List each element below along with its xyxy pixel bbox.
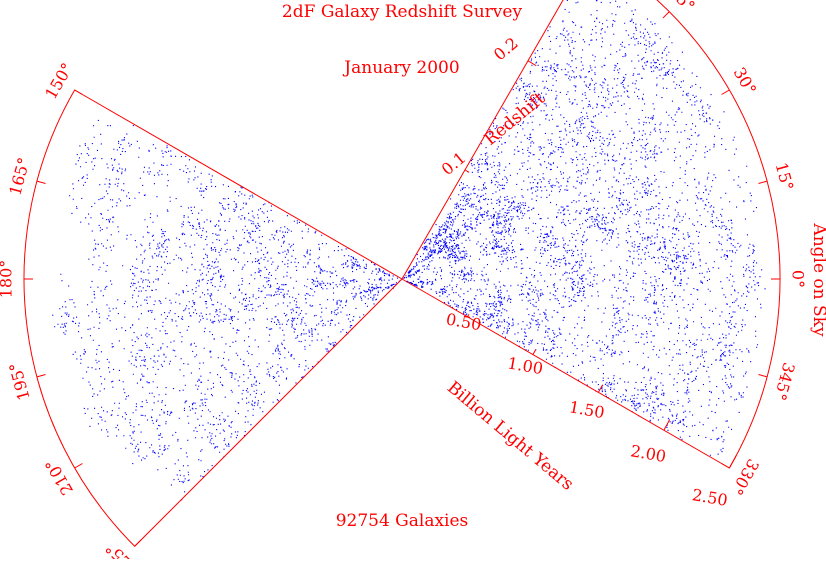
redshift-tick-0 (464, 169, 470, 173)
sgp-angle-tick-1 (36, 180, 46, 184)
sgp-wedge-outline (23, 89, 403, 547)
sgp-angle-tick-5 (134, 539, 142, 547)
ngp-angle-tick-label-4: 0° (789, 270, 808, 288)
distance-tick-label-4: 2.50 (691, 485, 729, 510)
distance-tick-label-1: 1.00 (506, 353, 544, 378)
angle-axis-label: Angle on Sky (809, 222, 826, 337)
distance-tick-label-2: 1.50 (568, 397, 606, 422)
chart-subtitle: January 2000 (342, 58, 459, 78)
distance-tick-0 (467, 314, 470, 318)
sgp-angle-tick-4 (74, 463, 83, 469)
redshift-axis-label: Redshift (481, 88, 549, 149)
distance-axis-label: Billion Light Years (443, 378, 577, 495)
distance-tick-3 (663, 419, 670, 431)
ngp-angle-tick-1 (662, 11, 670, 19)
sgp-angle-tick-label-1: 165° (5, 155, 33, 197)
ngp-angle-tick-label-3: 15° (772, 160, 798, 192)
wedge-axes: 60°45°30°15°0°345°330°150°165°180°195°21… (0, 0, 808, 564)
sgp-angle-tick-label-5: 225° (102, 539, 143, 559)
distance-tick-1 (532, 349, 537, 355)
distance-tick-4 (728, 455, 737, 469)
distance-tick-label-3: 2.00 (629, 441, 667, 466)
galaxy-count-label: 92754 Galaxies (336, 511, 469, 531)
ngp-angle-tick-2 (721, 89, 730, 95)
sgp-angle-tick-3 (36, 374, 46, 378)
ngp-angle-tick-5 (758, 374, 768, 378)
redshift-tick-1 (527, 60, 537, 67)
sgp-angle-tick-label-3: 195° (5, 360, 33, 402)
sgp-angle-tick-0 (74, 89, 83, 95)
distance-tick-2 (597, 384, 604, 393)
ngp-angle-tick-3 (758, 180, 768, 184)
ngp-angle-tick-6 (721, 463, 730, 469)
chart-title: 2dF Galaxy Redshift Survey (282, 2, 523, 22)
ngp-angle-tick-label-5: 345° (770, 360, 798, 402)
redshift-tick-label-1: 0.2 (490, 33, 522, 64)
ngp-angle-tick-label-2: 30° (730, 64, 761, 98)
sgp-angle-tick-label-2: 180° (0, 260, 16, 299)
redshift-tick-label-0: 0.1 (438, 148, 470, 179)
